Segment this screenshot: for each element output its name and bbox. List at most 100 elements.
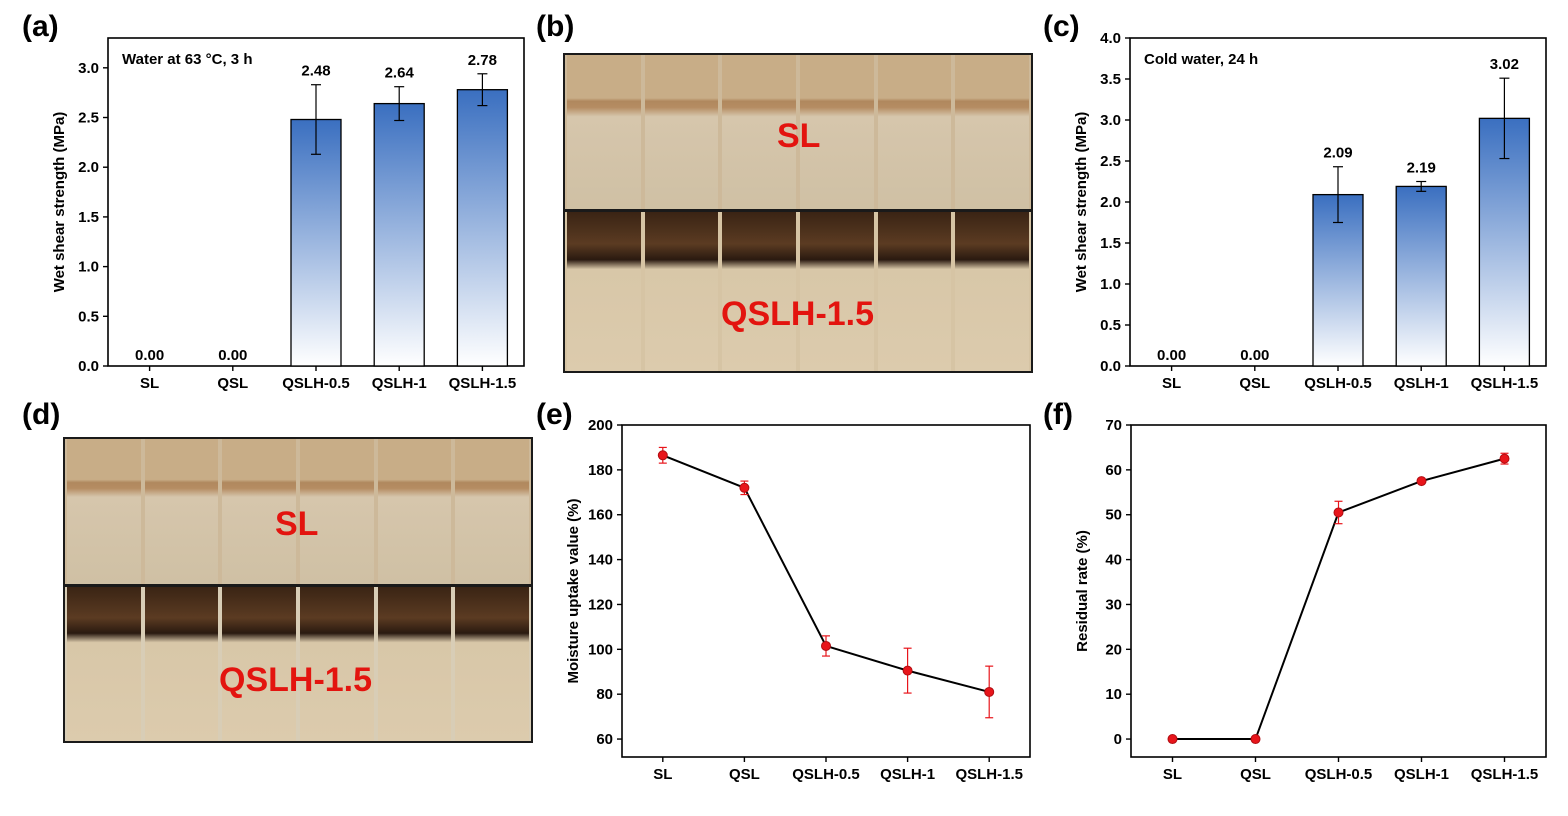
x-tick-label-a: QSLH-1 (372, 375, 427, 392)
photo-d-strip-top (222, 439, 296, 584)
y-tick-label-c: 1.0 (1100, 276, 1121, 293)
x-tick-label-e: SL (653, 766, 672, 783)
y-tick-label-c: 3.5 (1100, 71, 1121, 88)
x-tick-label-f: QSLH-1 (1394, 766, 1449, 783)
photo-d-top-half (65, 439, 531, 584)
data-point-e-2 (821, 640, 831, 651)
x-tick-label-e: QSLH-1 (880, 766, 935, 783)
bar-a-3 (373, 102, 425, 367)
y-tick-label-e: 60 (596, 731, 613, 748)
panel-label-b: (b) (536, 10, 575, 43)
x-tick-label-f: SL (1163, 766, 1182, 783)
photo-b-strip-top (722, 55, 796, 209)
photo-b-strip-bottom (800, 212, 874, 371)
photo-b-bottom-label: QSLH-1.5 (721, 295, 875, 333)
panel-label-f: (f) (1043, 398, 1073, 431)
photo-b-strip-bottom (877, 212, 952, 371)
bar-c-2 (1312, 193, 1364, 367)
data-label-a-2: 2.48 (301, 63, 330, 80)
photo-d-strip-bottom (377, 587, 452, 741)
y-tick-label-f: 60 (1105, 462, 1122, 479)
photo-d-top-label: SL (275, 505, 319, 543)
data-label-a-0: 0.00 (135, 347, 164, 364)
data-point-e-4 (984, 686, 995, 697)
y-tick-label-a: 2.5 (78, 110, 99, 127)
photo-b-bottom-half (565, 212, 1031, 371)
y-tick-label-c: 0.5 (1100, 317, 1121, 334)
photo-b-strip-bottom (955, 212, 1029, 371)
data-label-c-2: 2.09 (1323, 145, 1352, 162)
photo-d-strip-top (377, 439, 452, 584)
data-label-a-1: 0.00 (218, 347, 247, 364)
photo-b-strip-top (877, 55, 952, 209)
specimen-photo-b: SL QSLH-1.5 (563, 53, 1033, 373)
condition-label-a: Water at 63 °C, 3 h (122, 51, 252, 68)
data-label-a-4: 2.78 (468, 52, 497, 69)
y-tick-label-e: 80 (596, 686, 613, 703)
plot-frame-f (1130, 424, 1547, 758)
photo-d-strip-bottom (144, 587, 219, 741)
data-label-c-1: 0.00 (1240, 347, 1269, 364)
y-tick-label-c: 2.0 (1100, 194, 1121, 211)
data-label-a-3: 2.64 (385, 65, 415, 82)
y-tick-label-c: 3.0 (1100, 112, 1121, 129)
x-tick-label-f: QSL (1240, 766, 1271, 783)
y-tick-label-c: 2.5 (1100, 153, 1121, 170)
bar-c-4 (1478, 117, 1531, 367)
x-tick-label-c: QSL (1239, 375, 1270, 392)
photo-d-strip-bottom (455, 587, 529, 741)
panel-label-e: (e) (536, 398, 573, 431)
data-point-f-4 (1499, 453, 1510, 464)
y-tick-label-a: 1.5 (78, 209, 99, 226)
photo-b-top-label: SL (777, 117, 821, 155)
y-tick-label-e: 100 (588, 641, 613, 658)
y-tick-label-f: 40 (1105, 552, 1122, 569)
data-point-e-0 (657, 450, 668, 461)
photo-d-strip-bottom (67, 587, 141, 741)
x-tick-label-e: QSLH-1.5 (955, 766, 1023, 783)
x-tick-label-f: QSLH-1.5 (1471, 766, 1539, 783)
data-label-c-4: 3.02 (1490, 56, 1519, 73)
y-tick-label-a: 0.5 (78, 308, 99, 325)
y-tick-label-f: 70 (1105, 417, 1122, 434)
y-tick-label-a: 2.0 (78, 159, 99, 176)
y-axis-label-f: Residual rate (%) (1074, 530, 1091, 652)
data-label-c-3: 2.19 (1407, 160, 1436, 177)
photo-d-strip-top (455, 439, 529, 584)
photo-d-strip-top (144, 439, 219, 584)
data-point-e-3 (902, 665, 913, 676)
x-tick-label-a: QSL (217, 375, 248, 392)
photo-b-strip-top (800, 55, 874, 209)
y-tick-label-e: 160 (588, 507, 613, 524)
panel-label-d: (d) (22, 398, 61, 431)
data-point-f-2 (1333, 507, 1344, 518)
y-tick-label-e: 200 (588, 417, 613, 434)
data-point-f-1 (1250, 734, 1261, 745)
y-tick-label-a: 0.0 (78, 358, 99, 375)
x-tick-label-c: QSLH-0.5 (1304, 375, 1372, 392)
x-tick-label-a: QSLH-1.5 (449, 375, 517, 392)
x-tick-label-e: QSLH-0.5 (792, 766, 860, 783)
photo-d-strip-top (300, 439, 374, 584)
x-tick-label-f: QSLH-0.5 (1305, 766, 1373, 783)
photo-b-strip-bottom (567, 212, 641, 371)
y-tick-label-f: 30 (1105, 596, 1122, 613)
bar-a-2 (290, 118, 342, 367)
x-tick-label-a: QSLH-0.5 (282, 375, 350, 392)
y-axis-label-c: Wet shear strength (MPa) (1073, 112, 1090, 293)
y-axis-label-e: Moisture uptake value (%) (565, 498, 582, 683)
y-axis-label-a: Wet shear strength (MPa) (51, 112, 68, 293)
bar-c-3 (1395, 185, 1447, 367)
data-point-e-1 (739, 482, 750, 493)
y-tick-label-e: 140 (588, 552, 613, 569)
photo-b-strip-top (644, 55, 719, 209)
y-tick-label-c: 0.0 (1100, 358, 1121, 375)
x-tick-label-c: SL (1162, 375, 1181, 392)
photo-b-strip-bottom (722, 212, 796, 371)
x-tick-label-a: SL (140, 375, 159, 392)
condition-label-c: Cold water, 24 h (1144, 51, 1258, 68)
